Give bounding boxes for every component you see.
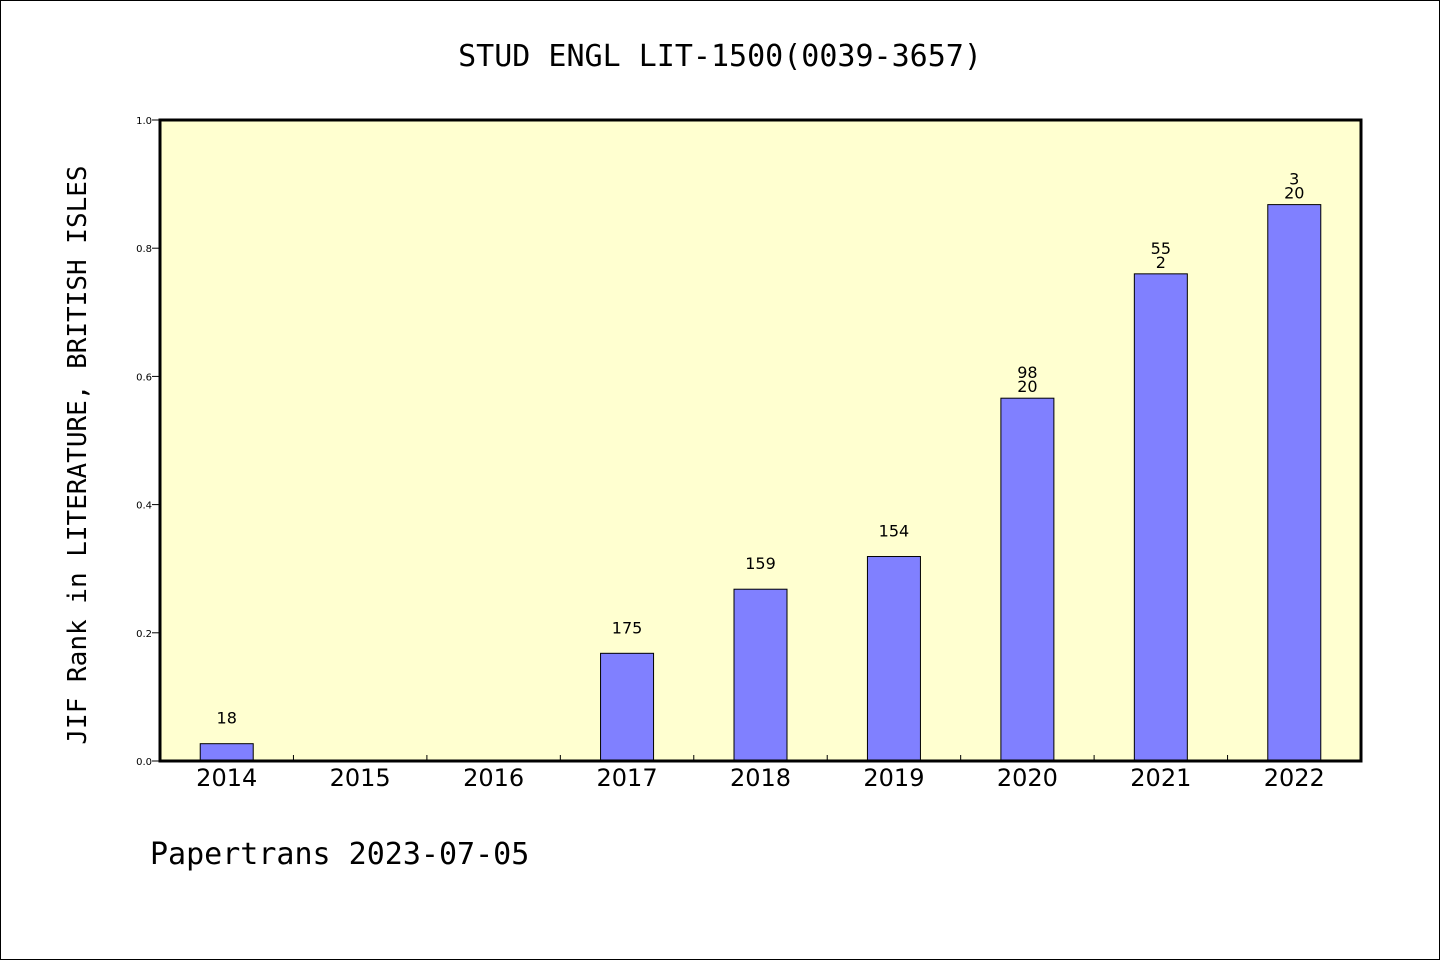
bar-2018 [733,588,788,762]
data-label: 98 [1017,363,1037,382]
bar-2017 [600,652,655,762]
bar-2020 [1000,397,1055,762]
x-tick-label: 2016 [463,764,524,792]
footer-text: Papertrans 2023-07-05 [150,837,529,872]
data-label: 20 [1284,184,1304,203]
bar-2014 [199,743,254,762]
x-tick-label: 2019 [863,764,924,792]
y-tick-label: 0.0 [136,757,152,768]
x-axis-ticks: 2014 2015 2016 2017 2018 2019 2020 2021 2022 [196,755,1325,792]
x-tick-label: 2020 [997,764,1058,792]
x-tick-label: 2022 [1264,764,1325,792]
data-label: 18 [217,709,237,728]
y-axis-ticks: 0.0 0.2 0.4 0.6 0.8 1.0 [136,116,160,768]
y-tick-label: 0.8 [136,244,152,255]
bar-2022 [1267,204,1322,762]
bar-2021 [1133,273,1188,762]
plot-border [158,118,1363,763]
x-tick-label: 2015 [330,764,391,792]
y-tick-label: 1.0 [136,116,152,127]
x-tick-label: 2014 [196,764,257,792]
bars [199,204,1322,762]
bar-2019 [866,556,921,762]
chart-title: STUD ENGL LIT-1500(0039-3657) [458,39,982,74]
y-tick-label: 0.6 [136,372,152,383]
data-label: 20 [1017,377,1037,396]
data-label: 2 [1156,253,1166,272]
data-label: 159 [745,554,776,573]
data-label: 175 [612,618,643,637]
y-tick-label: 0.2 [136,629,152,640]
data-label: 55 [1151,239,1171,258]
y-axis-label: JIF Rank in LITERATURE, BRITISH ISLES [63,165,93,744]
y-tick-label: 0.4 [136,501,152,512]
x-tick-label: 2018 [730,764,791,792]
x-tick-label: 2017 [597,764,658,792]
data-label: 3 [1289,170,1299,189]
data-label: 154 [879,522,910,541]
x-tick-label: 2021 [1130,764,1191,792]
